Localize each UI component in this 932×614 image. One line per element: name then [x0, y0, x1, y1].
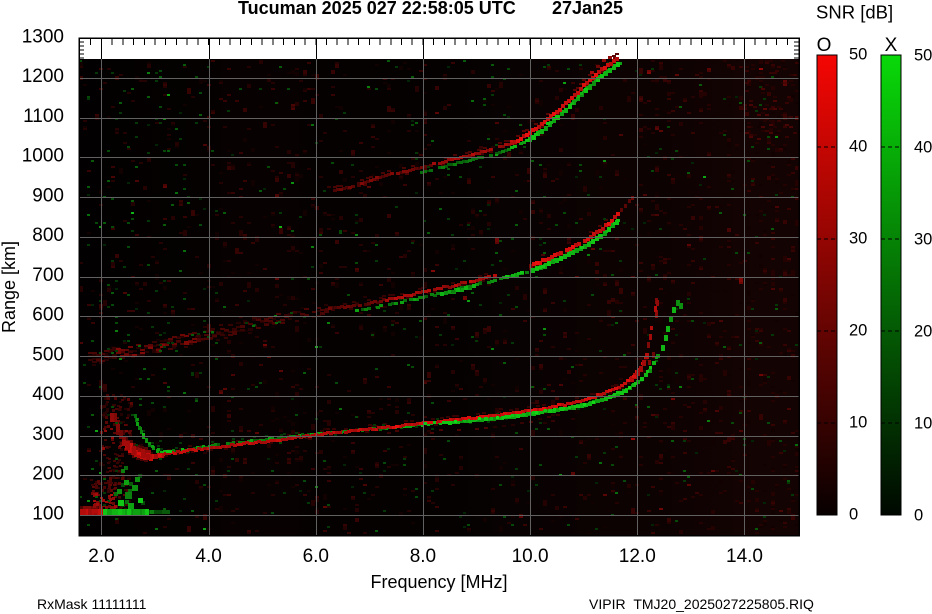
svg-text:O: O [817, 35, 832, 56]
svg-text:50: 50 [914, 47, 932, 65]
svg-text:6.0: 6.0 [303, 546, 329, 567]
svg-text:27Jan25: 27Jan25 [552, 0, 623, 18]
svg-text:100: 100 [32, 503, 64, 524]
svg-text:1100: 1100 [23, 106, 64, 127]
svg-text:1200: 1200 [22, 66, 64, 87]
svg-text:40: 40 [914, 139, 932, 157]
svg-text:2.0: 2.0 [88, 546, 114, 567]
svg-text:10.0: 10.0 [512, 546, 549, 567]
svg-text:900: 900 [32, 185, 64, 206]
svg-text:12.0: 12.0 [619, 546, 656, 567]
svg-text:8.0: 8.0 [410, 546, 436, 567]
svg-text:40: 40 [849, 138, 867, 156]
svg-text:14.0: 14.0 [726, 546, 763, 567]
svg-text:30: 30 [849, 230, 867, 248]
svg-text:600: 600 [32, 305, 64, 326]
svg-text:400: 400 [32, 384, 64, 405]
svg-text:800: 800 [32, 225, 64, 246]
svg-text:10: 10 [849, 414, 867, 432]
svg-text:Frequency [MHz]: Frequency [MHz] [370, 572, 507, 592]
svg-text:20: 20 [849, 322, 867, 340]
svg-text:4.0: 4.0 [195, 546, 221, 567]
svg-text:1000: 1000 [22, 146, 64, 167]
svg-text:Tucuman 2025 027 22:58:05 UTC: Tucuman 2025 027 22:58:05 UTC [238, 0, 516, 18]
svg-text:X: X [885, 35, 898, 56]
svg-text:Range [km]: Range [km] [0, 241, 19, 333]
svg-text:VIPIR TMJ20_2025027225805.RIQ: VIPIR TMJ20_2025027225805.RIQ [589, 596, 814, 612]
svg-text:0: 0 [914, 507, 923, 525]
svg-text:SNR [dB]: SNR [dB] [816, 2, 893, 23]
svg-text:500: 500 [32, 344, 64, 365]
svg-text:300: 300 [32, 424, 64, 445]
svg-text:20: 20 [914, 323, 932, 341]
svg-text:50: 50 [849, 46, 867, 64]
svg-text:30: 30 [914, 231, 932, 249]
svg-text:0: 0 [849, 506, 858, 524]
svg-text:RxMask 11111111: RxMask 11111111 [37, 596, 147, 612]
svg-text:1300: 1300 [22, 26, 64, 47]
svg-text:10: 10 [914, 415, 932, 433]
svg-text:700: 700 [32, 265, 64, 286]
svg-text:200: 200 [32, 464, 64, 485]
